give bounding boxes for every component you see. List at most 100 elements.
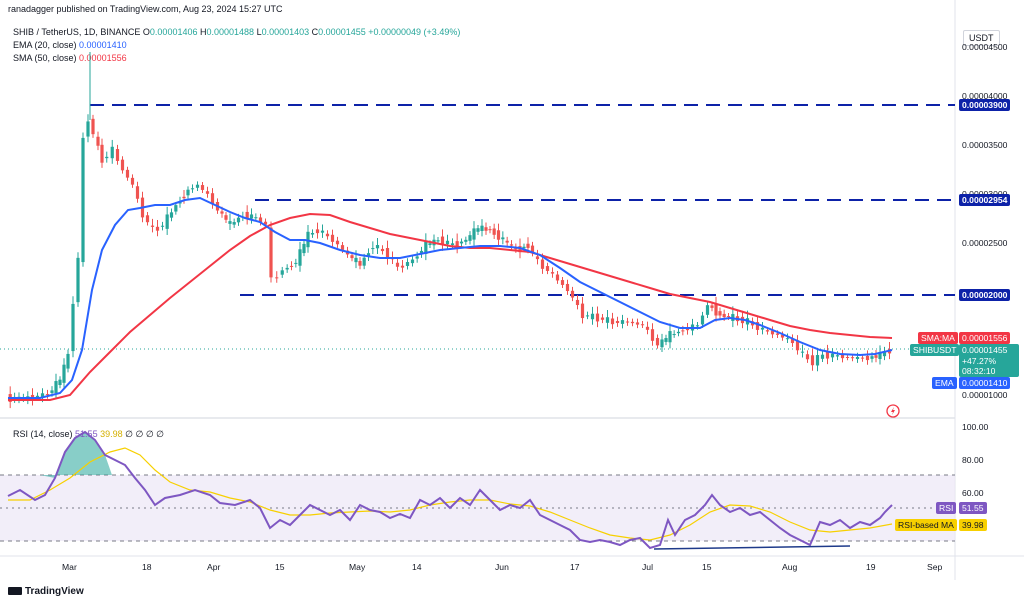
low-value: 0.00001403 bbox=[261, 27, 310, 37]
candle-body bbox=[40, 393, 45, 398]
symbol-line: SHIB / TetherUS, 1D, BINANCE bbox=[13, 27, 141, 37]
candle-body bbox=[385, 248, 390, 259]
candle-body bbox=[522, 246, 526, 249]
candle-body bbox=[160, 225, 165, 227]
ema-legend-label: EMA (20, close) bbox=[13, 40, 77, 50]
candle-body bbox=[135, 186, 140, 199]
candle-body bbox=[205, 191, 210, 194]
candle-body bbox=[795, 340, 800, 351]
candle-body bbox=[165, 214, 169, 229]
candle-body bbox=[228, 221, 232, 224]
candle-body bbox=[91, 118, 95, 135]
candle-body bbox=[664, 338, 668, 342]
tradingview-logo[interactable]: TradingView bbox=[8, 586, 84, 597]
candle-body bbox=[428, 243, 432, 246]
candle-body bbox=[110, 146, 114, 159]
current-price: 0.00001455 bbox=[962, 345, 1008, 355]
candle-body bbox=[605, 317, 610, 323]
candle-body bbox=[555, 274, 560, 281]
candle-body bbox=[560, 280, 565, 285]
candle-body bbox=[375, 245, 380, 249]
high-label: H bbox=[200, 27, 207, 37]
candle-body bbox=[820, 354, 825, 359]
candle-body bbox=[550, 272, 555, 274]
candle-body bbox=[874, 355, 878, 358]
candle-body bbox=[459, 241, 464, 244]
tradingview-logo-icon bbox=[8, 587, 22, 596]
candle-body bbox=[496, 230, 501, 240]
candle-body bbox=[685, 328, 690, 331]
candle-body bbox=[130, 177, 135, 185]
candle-body bbox=[358, 260, 362, 266]
candle-body bbox=[760, 327, 765, 330]
candle-body bbox=[468, 235, 472, 241]
time-tick: Mar bbox=[62, 562, 77, 572]
rsi-ma-legend-value: 39.98 bbox=[100, 429, 123, 439]
rsi-axis-value: 51.55 bbox=[959, 502, 987, 514]
low-label: L bbox=[256, 27, 262, 37]
candle-body bbox=[371, 248, 375, 250]
currency-selector[interactable]: USDT bbox=[963, 30, 1000, 46]
candle-body bbox=[850, 357, 855, 359]
candle-body bbox=[501, 237, 505, 240]
candle-body bbox=[695, 325, 700, 327]
candle-body bbox=[169, 212, 174, 218]
sma-50-line bbox=[8, 212, 893, 401]
candle-body bbox=[472, 228, 476, 240]
level-tag-2000: 0.00002000 bbox=[959, 289, 1011, 301]
candle-body bbox=[232, 222, 236, 225]
candle-body bbox=[125, 169, 130, 178]
candle-body bbox=[330, 234, 335, 242]
rsi-ma-axis-label: RSI-based MA bbox=[895, 519, 957, 531]
rsi-legend-value: 51.55 bbox=[75, 429, 98, 439]
candle-body bbox=[450, 243, 455, 245]
open-value: 0.00001406 bbox=[149, 27, 198, 37]
rsi-legend[interactable]: RSI (14, close) 51.55 39.98 ∅ ∅ ∅ ∅ bbox=[13, 429, 164, 440]
candle-body bbox=[289, 265, 294, 267]
candle-body bbox=[224, 215, 228, 220]
candle-body bbox=[815, 355, 820, 366]
candle-body bbox=[190, 188, 195, 190]
candle-body bbox=[672, 334, 676, 336]
candle-body bbox=[681, 330, 685, 332]
candle-body bbox=[174, 205, 178, 212]
sma-legend-value: 0.00001556 bbox=[79, 53, 127, 63]
candle-body bbox=[100, 144, 104, 163]
rsi-band bbox=[0, 475, 955, 541]
candle-body bbox=[540, 259, 545, 269]
candle-body bbox=[845, 356, 850, 358]
candle-body bbox=[705, 305, 710, 315]
ema-legend[interactable]: EMA (20, close) 0.00001410 bbox=[13, 40, 127, 50]
candle-body bbox=[445, 240, 450, 245]
candle-body bbox=[785, 338, 790, 340]
candle-body bbox=[120, 159, 125, 171]
candle-body bbox=[484, 227, 488, 231]
candle-body bbox=[530, 245, 535, 253]
candle-body bbox=[366, 253, 371, 257]
ema-legend-value: 0.00001410 bbox=[79, 40, 127, 50]
candle-body bbox=[645, 326, 650, 330]
candle-body bbox=[150, 225, 155, 227]
candle-body bbox=[302, 243, 306, 254]
candle-body bbox=[509, 244, 514, 246]
candle-body bbox=[650, 329, 655, 341]
rsi-tick-60: 60.00 bbox=[962, 488, 984, 498]
candle-body bbox=[245, 211, 249, 220]
high-value: 0.00001488 bbox=[206, 27, 255, 37]
sma-legend[interactable]: SMA (50, close) 0.00001556 bbox=[13, 53, 127, 63]
candle-body bbox=[400, 265, 405, 268]
rsi-axis-label: RSI bbox=[936, 502, 957, 514]
candle-body bbox=[526, 243, 530, 248]
bar-countdown: 08:32:10 bbox=[962, 366, 996, 376]
candle-body bbox=[676, 331, 681, 334]
candle-body bbox=[285, 267, 289, 270]
candle-body bbox=[220, 211, 224, 214]
ema-axis-value: 0.00001410 bbox=[959, 377, 1011, 389]
candle-body bbox=[200, 185, 205, 190]
candle-body bbox=[263, 221, 268, 225]
candle-body bbox=[325, 233, 330, 237]
candle-body bbox=[860, 357, 865, 359]
candle-body bbox=[145, 215, 150, 223]
candle-body bbox=[340, 245, 345, 250]
